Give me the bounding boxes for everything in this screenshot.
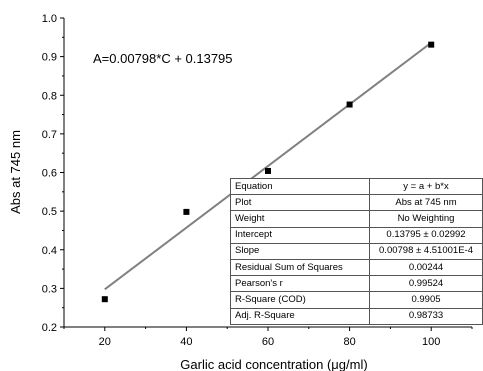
stats-row-label: Adj. R-Square: [230, 307, 370, 325]
stats-row-value: y = a + b*x: [369, 177, 483, 196]
y-tick-label-3: 0.5: [42, 206, 57, 218]
y-axis-title: Abs at 745 nm: [8, 130, 23, 214]
stats-row: Adj. R-Square 0.98733: [230, 307, 483, 325]
y-tick-label-0: 0.2: [42, 322, 57, 334]
stats-row: Intercept 0.13795 ± 0.02992: [230, 226, 483, 244]
stats-row: Slope 0.00798 ± 4.51001E-4: [230, 242, 483, 260]
data-point-0: [101, 296, 108, 303]
stats-row-value: 0.00244: [369, 258, 483, 277]
stats-row-value: 0.00798 ± 4.51001E-4: [369, 242, 483, 260]
stats-row-label: Residual Sum of Squares: [230, 258, 370, 277]
data-point-2: [265, 167, 271, 174]
x-tick-label-1: 40: [180, 336, 192, 348]
fit-line-group: [104, 41, 432, 291]
tick-marks: 0.2 0.3 0.4 0.5 0.6 0.7 0.8 0.9 1.0 20 40 60 80 100: [42, 13, 473, 348]
stats-row: Weight No Weighting: [230, 210, 483, 228]
stats-row-value: 0.98733: [369, 307, 483, 325]
x-tick-label-3: 80: [343, 336, 355, 348]
stats-row-label: Slope: [230, 242, 370, 260]
data-points: [101, 41, 435, 303]
stats-row: Pearson's r 0.99524: [230, 275, 483, 293]
stats-row-value: Abs at 745 nm: [369, 194, 483, 212]
x-tick-label-2: 60: [262, 336, 274, 348]
y-tick-label-7: 0.9: [42, 52, 57, 64]
stats-row: Residual Sum of Squares 0.00244: [230, 258, 483, 277]
y-tick-label-5: 0.7: [42, 129, 57, 141]
stats-row-label: Weight: [230, 210, 370, 228]
fit-line: [104, 41, 432, 291]
stats-row-label: Equation: [230, 177, 370, 196]
stats-row-label: R-Square (COD): [230, 291, 370, 309]
stats-row-value: 0.99524: [369, 275, 483, 293]
stats-row-value: 0.9905: [369, 291, 483, 309]
stats-row-value: No Weighting: [369, 210, 483, 228]
y-tick-label-4: 0.6: [42, 168, 57, 180]
stats-row-label: Intercept: [230, 226, 370, 244]
equation-annotation: A=0.00798*C + 0.13795: [93, 51, 233, 66]
stats-row: Equation y = a + b*x: [230, 177, 483, 196]
stats-row-value: 0.13795 ± 0.02992: [369, 226, 483, 244]
stats-table-body: Equation y = a + b*x Plot Abs at 745 nm Weig…: [230, 177, 483, 325]
stats-row: Plot Abs at 745 nm: [230, 194, 483, 212]
x-tick-label-0: 20: [99, 336, 111, 348]
stats-row-label: Pearson's r: [230, 275, 370, 293]
stats-row-label: Plot: [230, 194, 370, 212]
y-tick-label-6: 0.8: [42, 90, 57, 102]
data-point-1: [183, 208, 190, 215]
data-point-3: [346, 101, 353, 108]
y-tick-label-2: 0.4: [42, 245, 57, 257]
linear-fit-stats-table: Equation y = a + b*x Plot Abs at 745 nm Weig…: [230, 177, 483, 325]
x-axis-title: Garlic acid concentration (μg/ml): [180, 357, 367, 371]
x-tick-label-4: 100: [422, 336, 440, 348]
y-tick-label-1: 0.3: [42, 283, 57, 295]
stats-row: R-Square (COD) 0.9905: [230, 291, 483, 309]
y-tick-label-8: 1.0: [42, 13, 57, 25]
data-point-4: [428, 41, 435, 48]
